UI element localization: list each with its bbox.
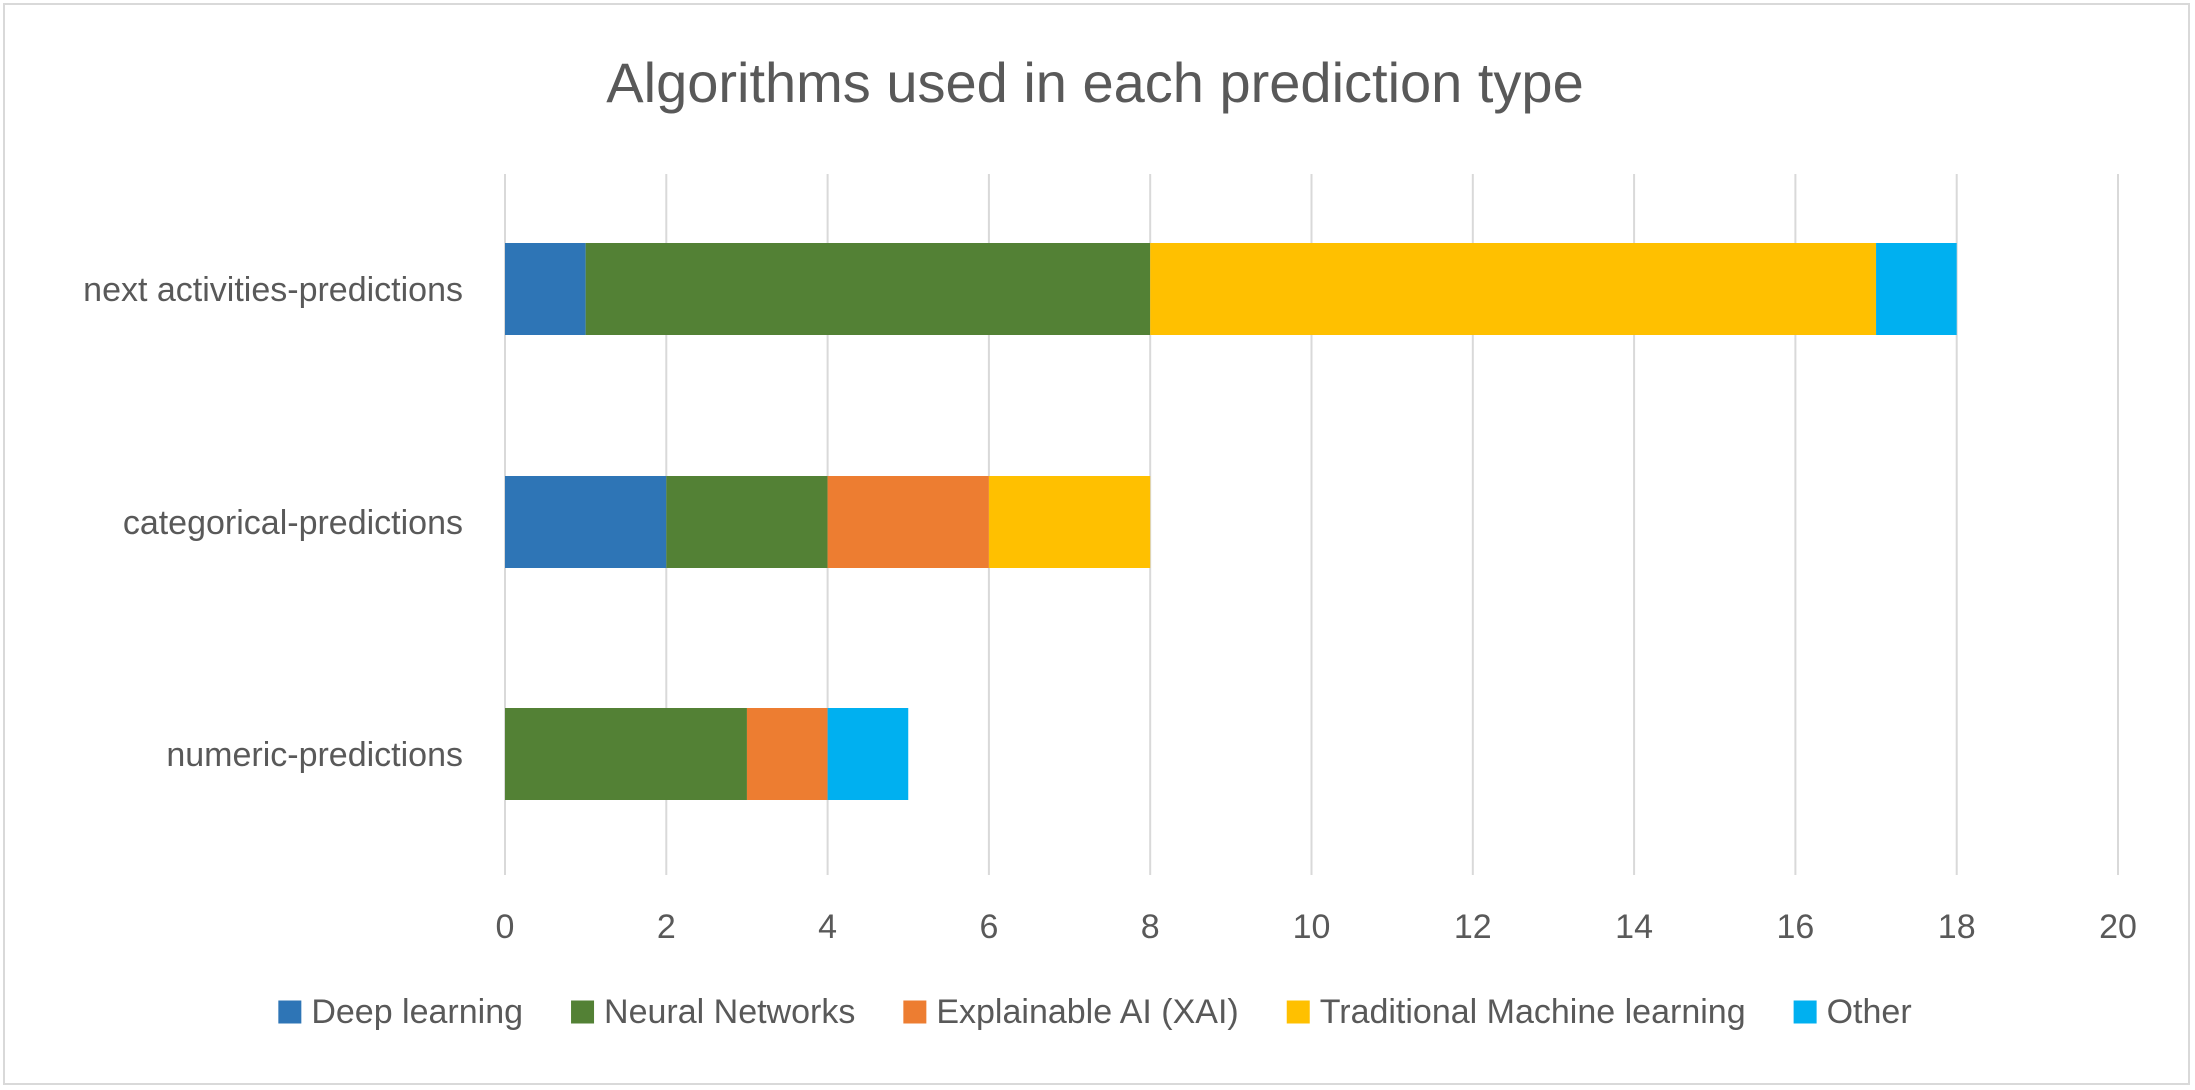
x-tick-label: 12 <box>1454 908 1492 946</box>
legend-swatch <box>278 1000 302 1024</box>
legend-swatch <box>571 1000 595 1024</box>
x-tick-label: 16 <box>1776 908 1814 946</box>
bar-segment <box>1876 243 1957 335</box>
legend-label: Other <box>1827 993 1912 1031</box>
bar-segment <box>1150 243 1877 335</box>
category-label: next activities-predictions <box>83 271 463 309</box>
category-labels: next activities-predictions categorical-p… <box>83 271 463 774</box>
bar-segment <box>988 476 1151 568</box>
legend-label: Explainable AI (XAI) <box>936 993 1238 1031</box>
legend-label: Traditional Machine learning <box>1320 993 1746 1031</box>
legend-swatch <box>1286 1000 1310 1024</box>
bar-segment <box>505 708 747 800</box>
x-tick-labels: 0 2 4 6 8 10 12 14 16 18 20 <box>496 908 2137 946</box>
legend-label: Neural Networks <box>604 993 855 1031</box>
legend: Deep learning Neural Networks Explainable … <box>278 993 1912 1031</box>
x-tick-label: 20 <box>2099 908 2137 946</box>
x-tick-label: 8 <box>1141 908 1160 946</box>
bars <box>505 243 1957 800</box>
x-tick-label: 4 <box>818 908 837 946</box>
bar-segment <box>505 243 586 335</box>
x-tick-label: 6 <box>979 908 998 946</box>
bar-segment <box>585 243 1151 335</box>
legend-swatch <box>1793 1000 1817 1024</box>
category-label: categorical-predictions <box>123 504 463 542</box>
x-tick-label: 10 <box>1293 908 1331 946</box>
legend-label: Deep learning <box>311 993 523 1031</box>
legend-swatch <box>903 1000 927 1024</box>
bar-segment <box>827 476 989 568</box>
x-tick-label: 0 <box>496 908 515 946</box>
bar-segment <box>827 708 909 800</box>
bar-segment <box>666 476 828 568</box>
x-tick-label: 14 <box>1615 908 1653 946</box>
x-tick-label: 2 <box>657 908 676 946</box>
chart-title: Algorithms used in each prediction type <box>606 51 1583 114</box>
category-label: numeric-predictions <box>166 736 463 774</box>
x-tick-label: 18 <box>1938 908 1976 946</box>
bar-segment <box>746 708 828 800</box>
bar-segment <box>505 476 667 568</box>
